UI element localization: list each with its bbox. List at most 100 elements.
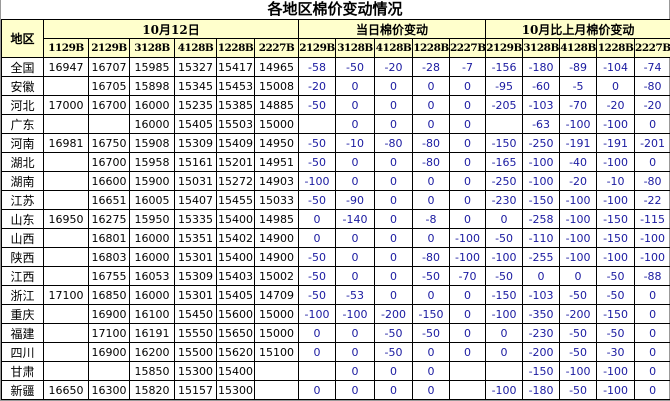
price-cell xyxy=(43,228,89,248)
monthly-change-cell: -150 xyxy=(485,285,524,305)
price-cell: 14900 xyxy=(254,228,299,248)
price-cell xyxy=(88,361,130,381)
price-cell: 16650 xyxy=(43,380,89,400)
monthly-column-header: 2129B xyxy=(485,38,524,58)
daily-change-cell: -150 xyxy=(412,304,450,324)
price-cell: 15400 xyxy=(216,361,255,381)
monthly-change-cell: -5 xyxy=(559,76,598,96)
region-cell: 新疆 xyxy=(1,380,44,400)
daily-change-cell: -58 xyxy=(298,57,336,77)
region-cell: 江西 xyxy=(1,266,44,286)
price-cell: 15000 xyxy=(254,323,299,343)
monthly-change-cell: -80 xyxy=(634,171,670,191)
monthly-change-cell: -100 xyxy=(634,228,670,248)
price-cell: 15407 xyxy=(174,190,217,210)
daily-column-header: 2129B xyxy=(298,38,336,58)
monthly-change-cell: -50 xyxy=(596,323,636,343)
daily-change-cell: 0 xyxy=(374,152,413,172)
price-cell: 15455 xyxy=(216,190,255,210)
price-cell: 15417 xyxy=(216,57,255,77)
monthly-change-cell: -100 xyxy=(522,152,561,172)
daily-column-header: 4128B xyxy=(374,38,413,58)
price-cell: 15900 xyxy=(129,171,175,191)
monthly-change-cell: -191 xyxy=(596,133,636,153)
price-cell: 15100 xyxy=(254,342,299,362)
daily-change-cell xyxy=(298,114,336,134)
price-cell: 15002 xyxy=(254,266,299,286)
page-title: 各地区棉价变动情况 xyxy=(267,0,403,18)
price-cell: 16707 xyxy=(88,57,130,77)
price-cell: 14709 xyxy=(254,285,299,305)
monthly-change-cell: -201 xyxy=(634,133,670,153)
price-cell xyxy=(43,266,89,286)
monthly-change-cell: 0 xyxy=(634,361,670,381)
price-cell: 16803 xyxy=(88,247,130,267)
price-cell: 15000 xyxy=(254,114,299,134)
daily-change-group-header: 当日棉价变动 xyxy=(297,19,487,39)
price-cell: 15403 xyxy=(216,266,255,286)
price-cell: 15650 xyxy=(216,323,255,343)
price-cell: 15033 xyxy=(254,190,299,210)
monthly-column-header: 4128B xyxy=(559,38,598,58)
table-row: 全国 16947 16707 15985 15327 15417 14965 -58 -50 -2… xyxy=(1,57,670,77)
monthly-change-cell: -150 xyxy=(596,304,636,324)
price-cell: 17100 xyxy=(88,323,130,343)
monthly-change-cell: 0 xyxy=(522,266,561,286)
daily-change-cell: 0 xyxy=(412,342,450,362)
daily-change-cell: 0 xyxy=(374,190,413,210)
price-cell: 16755 xyxy=(88,266,130,286)
region-cell: 甘肃 xyxy=(1,361,44,381)
price-cell: 16900 xyxy=(88,342,130,362)
price-cell: 15820 xyxy=(129,380,175,400)
monthly-change-cell: -100 xyxy=(559,209,598,229)
price-column-header: 2227B xyxy=(254,38,299,58)
price-cell: 15301 xyxy=(174,285,217,305)
table-row: 安徽 16705 15898 15345 15453 15008 -20 0 0 0 0 -95 -60… xyxy=(1,76,670,96)
monthly-change-cell: -100 xyxy=(596,152,636,172)
daily-change-cell: -10 xyxy=(335,133,375,153)
table-row: 浙江 17100 16850 16000 15301 15405 14709 -50 -53 0 0… xyxy=(1,285,670,305)
monthly-change-cell: -100 xyxy=(559,228,598,248)
monthly-change-cell: -150 xyxy=(596,228,636,248)
daily-change-cell: -50 xyxy=(412,323,450,343)
daily-change-cell: 0 xyxy=(335,380,375,400)
price-cell: 15402 xyxy=(216,228,255,248)
price-cell: 14900 xyxy=(254,247,299,267)
monthly-change-cell xyxy=(485,114,524,134)
daily-change-cell: -50 xyxy=(298,133,336,153)
table-row: 四川 16900 16200 15500 15620 15100 0 0 -50 0 0 0 -200-… xyxy=(1,342,670,362)
monthly-change-cell: 0 xyxy=(634,285,670,305)
daily-change-cell: 0 xyxy=(335,266,375,286)
region-cell: 全国 xyxy=(1,57,44,77)
region-cell: 重庆 xyxy=(1,304,44,324)
table-row: 新疆 16650 16300 15820 15157 15300 0 0 0 0 -100 -180-… xyxy=(1,380,670,400)
monthly-change-cell: -20 xyxy=(634,95,670,115)
table-body: 全国 16947 16707 15985 15327 15417 14965 -58 -50 -2… xyxy=(1,57,670,400)
price-cell: 15031 xyxy=(174,171,217,191)
price-column-header: 1129B xyxy=(43,38,89,58)
price-cell: 15950 xyxy=(129,209,175,229)
monthly-change-cell: -50 xyxy=(485,228,524,248)
region-cell: 安徽 xyxy=(1,76,44,96)
daily-change-cell: -140 xyxy=(335,209,375,229)
monthly-change-cell: -100 xyxy=(596,380,636,400)
region-cell: 河北 xyxy=(1,95,44,115)
monthly-change-cell: -100 xyxy=(596,190,636,210)
monthly-change-cell: -350 xyxy=(522,304,561,324)
daily-change-cell xyxy=(448,361,487,381)
daily-change-cell: 0 xyxy=(448,133,487,153)
price-cell: 15157 xyxy=(174,380,217,400)
daily-change-cell: 0 xyxy=(412,76,450,96)
table-row: 湖北 16700 15958 15161 15201 14951 -50 0 0 -80 0 -165… xyxy=(1,152,670,172)
region-cell: 山东 xyxy=(1,209,44,229)
monthly-change-cell: -230 xyxy=(522,323,561,343)
monthly-change-cell: -180 xyxy=(522,380,561,400)
daily-change-cell: -100 xyxy=(298,304,336,324)
price-cell: 16801 xyxy=(88,228,130,248)
daily-change-cell: 0 xyxy=(374,95,413,115)
daily-change-cell: -50 xyxy=(298,190,336,210)
daily-change-cell: 0 xyxy=(374,266,413,286)
monthly-change-cell: -200 xyxy=(522,342,561,362)
region-cell: 陕西 xyxy=(1,247,44,267)
daily-change-cell: 0 xyxy=(335,323,375,343)
